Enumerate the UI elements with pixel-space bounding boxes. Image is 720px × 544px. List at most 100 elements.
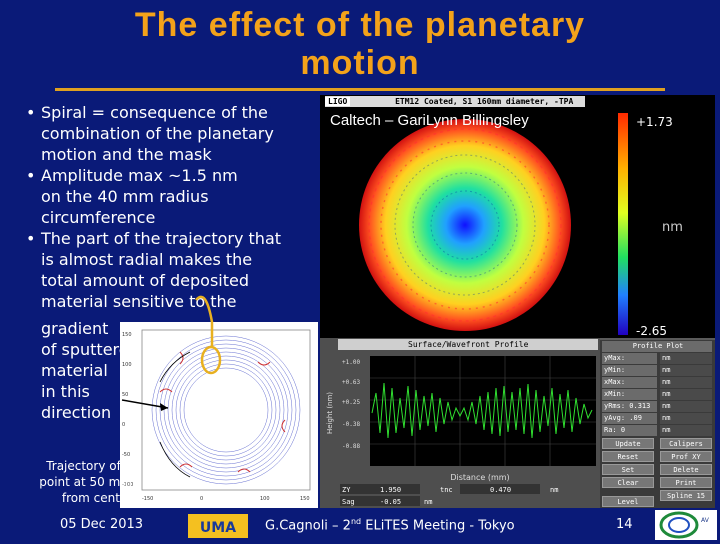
scale-unit-label: nm — [662, 220, 683, 235]
map-header-text: ETM12 Coated, S1 160mm diameter, -TPA — [395, 97, 574, 106]
footer-text-pre: G.Cagnoli – 2 — [265, 518, 351, 534]
annotation-arrow — [121, 399, 169, 409]
footer-text-post: ELiTES Meeting - Tokyo — [361, 518, 515, 534]
delete-button[interactable]: Delete — [660, 464, 712, 475]
bullet-line: material sensitive to the — [41, 292, 237, 311]
set-button[interactable]: Set — [602, 464, 654, 475]
profile-xlabel: Distance (mm) — [450, 473, 509, 482]
bullet-line: motion and the mask — [41, 145, 212, 164]
annotation-ellipse — [200, 345, 222, 375]
continuation-line: direction — [41, 403, 112, 422]
stat-value: nm — [660, 365, 712, 376]
reset-button[interactable]: Reset — [602, 451, 654, 462]
stat-value: nm — [660, 425, 712, 436]
svg-text:50: 50 — [122, 392, 128, 398]
image-credit: Caltech – GariLynn Billingsley — [330, 112, 529, 129]
field-value: 1.950 — [380, 486, 401, 494]
virgo-logo-graphic: AV — [655, 510, 717, 540]
stat-row: xMax: nm — [602, 377, 712, 388]
footer-date: 05 Dec 2013 — [60, 517, 144, 532]
footer-text-sup: nd — [350, 517, 362, 526]
uma-logo: UMA — [188, 512, 248, 540]
print-button[interactable]: Print — [660, 477, 712, 488]
calipers-button[interactable]: Calipers — [660, 438, 712, 449]
caption-line: point at 50 mm — [39, 475, 132, 489]
bullet-continuation: gradient of sputtered material in this d… — [41, 318, 139, 423]
stat-value: nm — [660, 413, 712, 424]
ytick-label: +0.63 — [342, 379, 360, 386]
profile-plot-graphic: Distance (mm) Height (nm) +1.00 +0.63 +0… — [320, 338, 600, 508]
svg-text:-100: -100 — [122, 482, 133, 488]
bullet-line: Amplitude max ~1.5 nm — [41, 166, 238, 185]
stat-row: Ra: 0 nm — [602, 425, 712, 436]
profile-ylabel: Height (nm) — [326, 392, 334, 434]
arrow-head — [160, 403, 168, 411]
stat-row: yMax: nm — [602, 353, 712, 364]
stat-value: nm — [660, 401, 712, 412]
page-number: 14 — [616, 517, 633, 532]
ytick-label: -0.38 — [342, 421, 360, 428]
stat-key: yMin: — [602, 365, 657, 376]
title-underline — [55, 88, 665, 91]
svg-text:-150: -150 — [142, 496, 153, 502]
field-unit: nm — [550, 486, 558, 494]
svg-text:AV: AV — [701, 517, 710, 524]
scale-max-label: +1.73 — [636, 115, 673, 129]
bullet-item: Spiral = consequence of the combination … — [22, 102, 322, 165]
svg-text:100: 100 — [260, 496, 270, 502]
stat-value: nm — [660, 377, 712, 388]
ligo-logo: LIGO — [325, 97, 351, 106]
bullet-line: combination of the planetary — [41, 124, 274, 143]
clear-button[interactable]: Clear — [602, 477, 654, 488]
stat-key: yMax: — [602, 353, 657, 364]
stat-key: Ra: 0 — [602, 425, 657, 436]
update-button[interactable]: Update — [602, 438, 654, 449]
bullet-item: Amplitude max ~1.5 nm on the 40 mm radiu… — [22, 165, 322, 228]
map-header-bar: LIGO ETM12 Coated, S1 160mm diameter, -T… — [325, 96, 585, 107]
stat-value: nm — [660, 389, 712, 400]
bullet-list: Spiral = consequence of the combination … — [22, 102, 322, 312]
field-unit: nm — [424, 498, 432, 506]
svg-text:-50: -50 — [122, 452, 130, 458]
continuation-line: material — [41, 361, 108, 380]
bullet-line: The part of the trajectory that — [41, 229, 282, 248]
bullet-line: total amount of deposited — [41, 271, 249, 290]
trajectory-caption: Trajectory of a point at 50 mm from cent… — [22, 458, 132, 506]
field-label: Sag — [342, 498, 355, 506]
caption-line: from centre — [61, 491, 132, 505]
profile-tab[interactable]: Profile Plot — [602, 341, 712, 352]
trajectory-plot-graphic: 150 100 50 0 -50 -100 -150 0 100 150 — [122, 329, 311, 502]
bullet-line: is almost radial makes the — [41, 250, 253, 269]
surface-map-graphic — [359, 113, 628, 335]
field-label: ZY — [342, 486, 351, 494]
profile-header-bar: Surface/Wavefront Profile — [338, 339, 598, 350]
title-line-2: motion — [300, 44, 420, 82]
profile-tab-label: Profile Plot — [602, 341, 712, 352]
stat-row: xMin: nm — [602, 389, 712, 400]
stat-value: nm — [660, 353, 712, 364]
stat-key: xMin: — [602, 389, 657, 400]
continuation-line: in this — [41, 382, 90, 401]
stat-row: yRms: 0.313 nm — [602, 401, 712, 412]
ytick-label: +0.25 — [342, 399, 360, 406]
scale-min-label: -2.65 — [636, 324, 668, 338]
bullet-line: on the 40 mm radius — [41, 187, 209, 206]
spline-button[interactable]: Spline 15 — [660, 490, 712, 501]
caption-line: Trajectory of a — [46, 459, 132, 473]
level-button[interactable]: Level — [602, 496, 654, 507]
svg-text:100: 100 — [122, 362, 132, 368]
ytick-label: +1.00 — [342, 359, 360, 366]
bullet-line: circumference — [41, 208, 156, 227]
svg-text:0: 0 — [122, 422, 125, 428]
svg-text:150: 150 — [300, 496, 310, 502]
profile-header-text: Surface/Wavefront Profile — [408, 340, 529, 349]
stat-row: yMin: nm — [602, 365, 712, 376]
prof-xy-button[interactable]: Prof XY — [660, 451, 712, 462]
stat-key: yAvg: .09 — [602, 413, 657, 424]
svg-text:UMA: UMA — [200, 520, 236, 536]
bullet-item: The part of the trajectory that is almos… — [22, 228, 322, 312]
svg-text:0: 0 — [200, 496, 203, 502]
title-line-1: The effect of the planetary — [134, 6, 586, 44]
footer-text: G.Cagnoli – 2nd ELiTES Meeting - Tokyo — [265, 517, 515, 533]
slide-title: The effect of the planetary motion — [60, 6, 660, 82]
